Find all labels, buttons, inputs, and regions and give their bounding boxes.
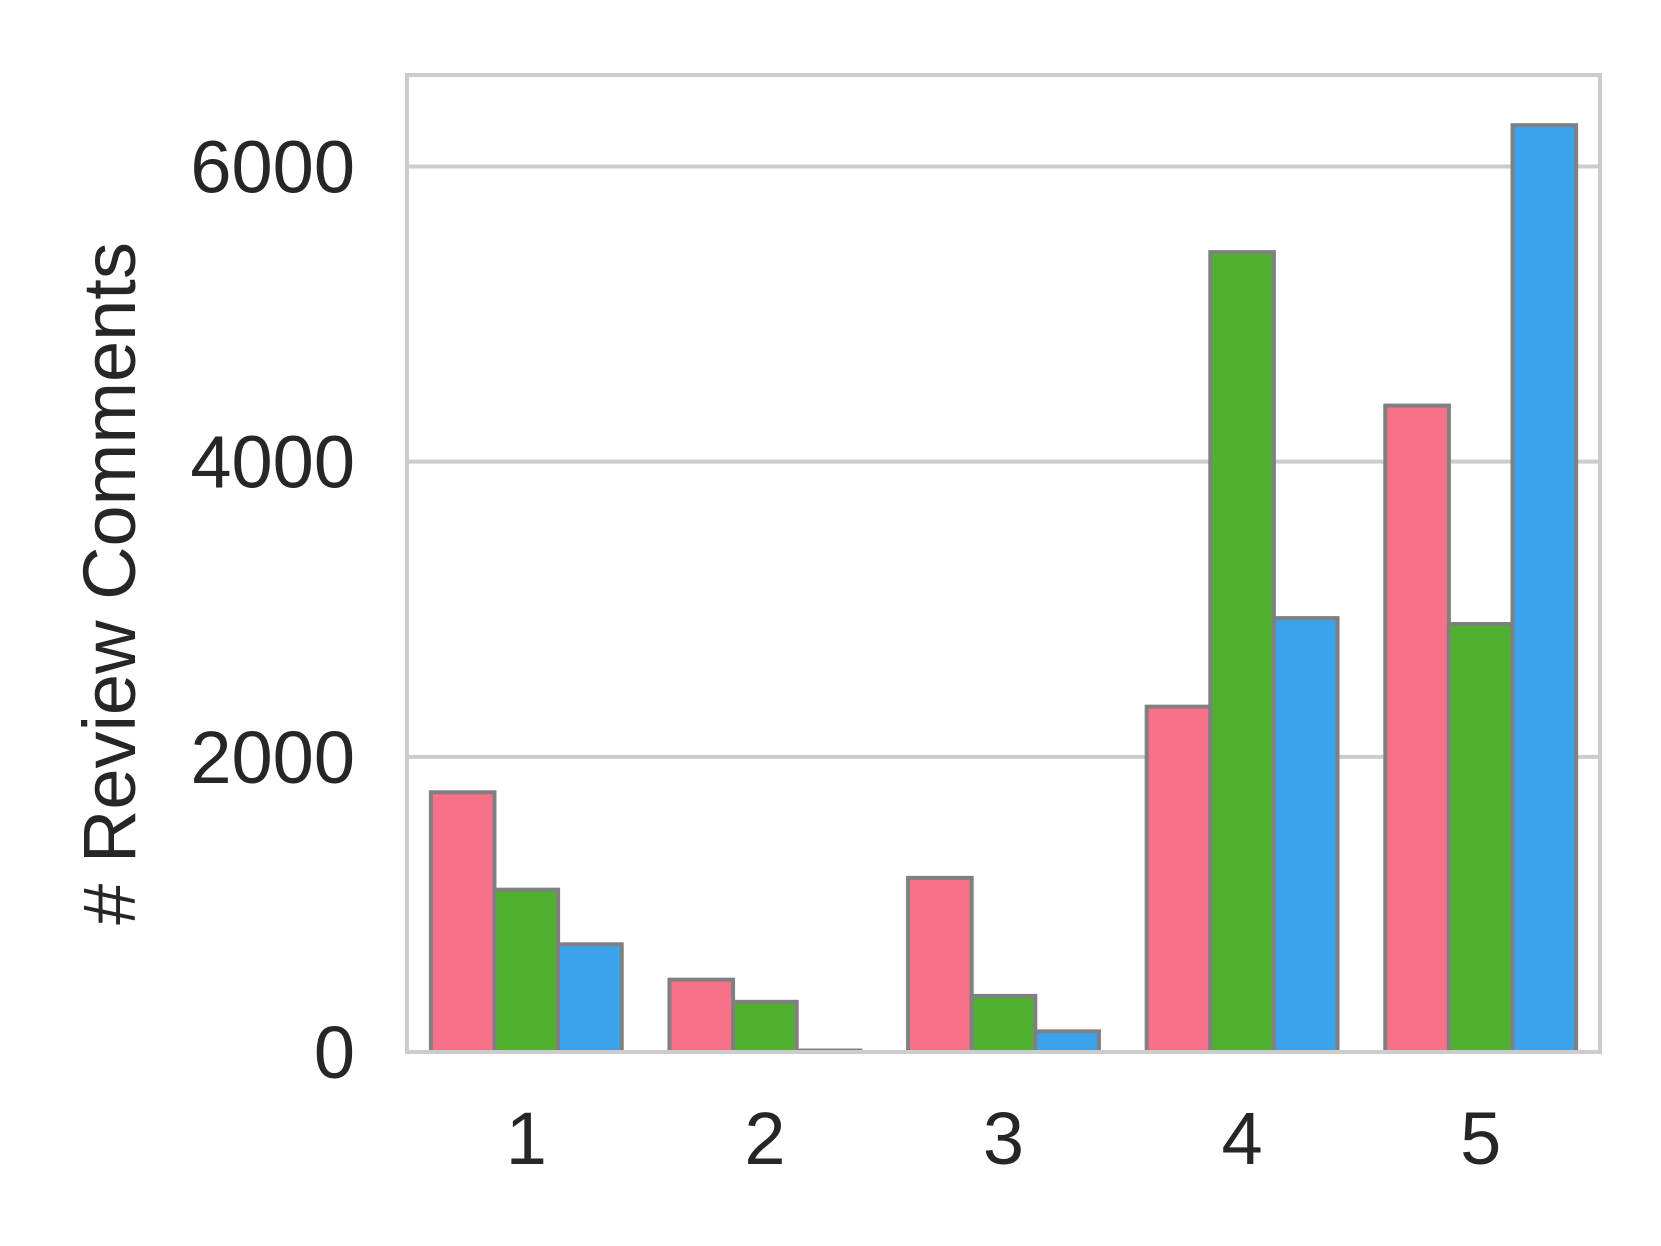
y-tick-label: 4000 [190, 421, 355, 504]
bar-cat1-series3 [556, 942, 624, 1054]
bars-layer [428, 123, 1579, 1055]
bar-cat3-series3 [1033, 1029, 1101, 1055]
y-axis-label: # Review Comments [68, 242, 151, 925]
x-tick-label: 5 [1460, 1097, 1501, 1180]
bar-cat5-series1 [1383, 403, 1451, 1054]
x-tick-labels: 1 2 3 4 5 [506, 1097, 1502, 1180]
bar-cat5-series3 [1510, 123, 1579, 1055]
x-tick-label: 1 [506, 1097, 547, 1180]
bar-cat3-series2 [969, 993, 1038, 1055]
bar-cat3-series1 [906, 875, 974, 1055]
x-tick-label: 3 [983, 1097, 1024, 1180]
plot-frame [405, 73, 1602, 1054]
bar-cat4-series3 [1271, 616, 1340, 1054]
bar-cat2-series1 [667, 977, 736, 1054]
x-tick-label: 4 [1222, 1097, 1263, 1180]
y-tick-labels: 0 2000 4000 6000 [190, 126, 355, 1094]
bar-cat1-series2 [492, 887, 561, 1055]
bar-cat5-series2 [1446, 622, 1515, 1054]
y-tick-label: 0 [314, 1011, 355, 1094]
bar-cat1-series1 [428, 790, 497, 1054]
bar-cat4-series1 [1144, 704, 1213, 1054]
y-tick-label: 6000 [190, 126, 355, 209]
y-tick-label: 2000 [190, 716, 355, 799]
x-tick-label: 2 [744, 1097, 785, 1180]
bar-cat2-series2 [731, 999, 799, 1055]
bar-cat4-series2 [1208, 250, 1276, 1055]
